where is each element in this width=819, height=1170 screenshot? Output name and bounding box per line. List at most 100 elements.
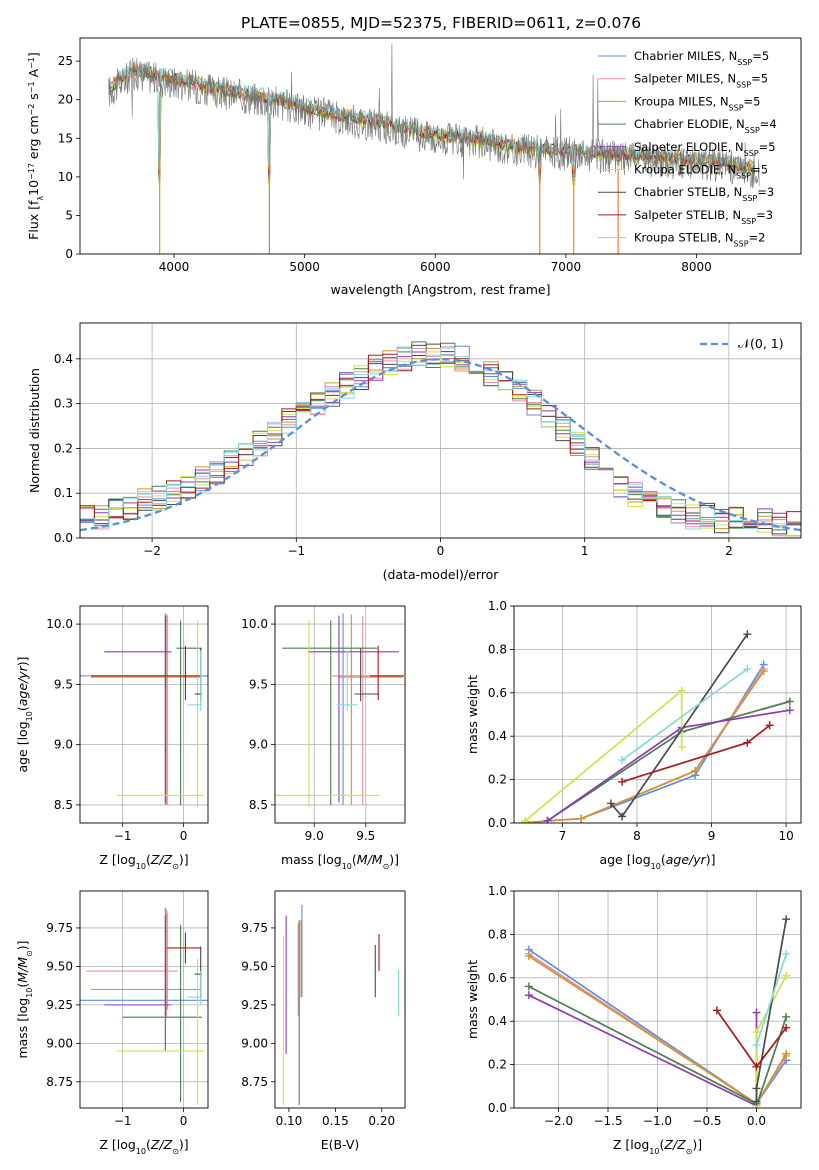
legend-item: Salpeter STELIB, NSSP=3 — [634, 208, 773, 226]
label-part: ( — [352, 852, 357, 867]
marker-point — [752, 1062, 761, 1071]
errorbar-kroupa-miles — [90, 912, 201, 1010]
x-tick-label: −1.0 — [643, 1114, 672, 1128]
x-tick-label: 1 — [581, 544, 589, 558]
series-line — [755, 975, 787, 1106]
errorbar-salpeter-elodie — [308, 615, 399, 803]
marker-point — [782, 1012, 791, 1021]
subscript: SSP — [736, 171, 751, 180]
errorbar-kroupa-elodie — [117, 958, 204, 1105]
y-axis-label: Flux [fλ10−17 erg cm−2 s−1 A−1] — [26, 52, 45, 240]
x-tick-label: −2.0 — [544, 1114, 573, 1128]
axes-frame — [79, 890, 209, 1109]
x-axis-label: Z [log10(Z/Z⊙)] — [613, 1137, 702, 1156]
errorbar-salpeter-stelib — [167, 932, 201, 964]
histogram-kroupa-stelib — [80, 347, 801, 530]
subscript: 10 — [649, 1147, 659, 1156]
marker-point — [524, 991, 533, 1000]
label-part: age/yr — [666, 852, 707, 867]
errorbar-chabrier-stelib — [354, 648, 380, 702]
y-tick-label: 1.0 — [488, 884, 507, 898]
plot-area — [80, 606, 208, 823]
label-part: )] — [179, 852, 189, 867]
subscript: ⊙ — [172, 1147, 179, 1156]
y-tick-label: 8.75 — [46, 1075, 73, 1089]
label-part: mass weight — [465, 960, 480, 1039]
plot-area — [275, 606, 405, 823]
label-part: M/M — [357, 852, 383, 867]
y-tick-label: 0 — [65, 247, 73, 261]
marker-point — [606, 799, 615, 808]
subscript: 10 — [136, 1147, 146, 1156]
series-chabrier-elodie — [543, 697, 794, 823]
label-part: s — [26, 93, 41, 104]
series-salpeter-stelib — [712, 1006, 791, 1071]
figure-title: PLATE=0855, MJD=52375, FIBERID=0611, z=0… — [241, 14, 641, 32]
axes-frame — [79, 322, 802, 539]
panel-age-vs-mass: 9.0 9.5 8.5 9.0 9.5 10.0 mass [log10(M/M⊙)] — [241, 605, 406, 871]
label-part: )] — [706, 852, 716, 867]
superscript: −2 — [27, 104, 36, 116]
marker-point — [752, 1084, 761, 1093]
superscript: −17 — [27, 163, 36, 180]
y-tick-label: 9.25 — [46, 998, 73, 1012]
marker-point — [524, 952, 533, 961]
label-part: )] — [15, 656, 30, 666]
panel-mass-vs-ebv: 0.10 0.15 0.20 8.75 9.00 9.25 9.50 9.75 E(B-V) — [241, 890, 406, 1152]
label-part: age/yr — [15, 665, 30, 706]
series-kroupa-stelib — [618, 664, 752, 765]
x-tick-label: −2 — [143, 544, 161, 558]
superscript: −1 — [27, 81, 36, 93]
legend-item: 𝒩(0, 1) — [738, 336, 784, 351]
x-tick-label: −1 — [114, 829, 132, 843]
label-part: Kroupa STELIB, N — [634, 231, 734, 245]
y-tick-label: 10.0 — [241, 617, 268, 631]
errorbar-salpeter-stelib — [369, 645, 404, 701]
label-part: Chabrier MILES, N — [634, 49, 737, 63]
x-tick-label: −1 — [287, 544, 305, 558]
label-part: mass [log — [281, 852, 342, 867]
plot-area — [80, 323, 801, 538]
label-part: Kroupa MILES, N — [634, 94, 729, 108]
subscript: SSP — [741, 216, 756, 225]
label-part: Chabrier ELODIE, N — [634, 117, 745, 131]
y-tick-label: 9.00 — [241, 1036, 268, 1050]
label-part: ( — [661, 852, 666, 867]
errorbar-salpeter-miles — [86, 615, 178, 805]
x-tick-label: 0.20 — [368, 1114, 395, 1128]
marker-point — [543, 816, 552, 823]
label-part: )] — [179, 1137, 189, 1152]
errorbar-chabrier-elodie — [122, 924, 202, 1102]
panel-spectrum: 4000 5000 6000 7000 8000 0 5 10 15 20 25 wavelength… — [26, 37, 802, 297]
y-tick-label: 0.0 — [488, 1101, 507, 1115]
y-tick-label: 15 — [58, 131, 73, 145]
subscript: ⊙ — [25, 950, 34, 957]
x-tick-label: 10 — [778, 829, 793, 843]
x-axis-label: wavelength [Angstrom, rest frame] — [330, 282, 550, 297]
label-part: =5 — [759, 140, 776, 154]
y-tick-label: 8.75 — [241, 1075, 268, 1089]
subscript: SSP — [744, 148, 759, 157]
x-tick-label: 6000 — [420, 260, 451, 274]
x-tick-label: 0 — [437, 544, 445, 558]
series-line — [525, 668, 765, 823]
label-part: A — [26, 68, 41, 81]
x-tick-label: −1 — [114, 1114, 132, 1128]
marker-point — [765, 721, 774, 730]
label-part: Kroupa ELODIE, N — [634, 163, 736, 177]
y-axis-label: age [log10(age/yr)] — [15, 656, 34, 772]
y-tick-label: 8.5 — [249, 798, 268, 812]
y-tick-label: 0.3 — [54, 397, 73, 411]
marker-point — [785, 697, 794, 706]
y-tick-label: 0.8 — [488, 927, 507, 941]
label-part: 𝒩 — [738, 336, 753, 351]
label-part: =3 — [756, 208, 773, 222]
y-tick-label: 10.0 — [46, 617, 73, 631]
subscript: SSP — [736, 80, 751, 89]
subscript: 10 — [651, 862, 661, 871]
x-tick-label: 7000 — [551, 260, 582, 274]
x-tick-label: 5000 — [289, 260, 320, 274]
plot-area — [80, 891, 208, 1108]
legend-item: Salpeter MILES, NSSP=5 — [634, 72, 768, 90]
